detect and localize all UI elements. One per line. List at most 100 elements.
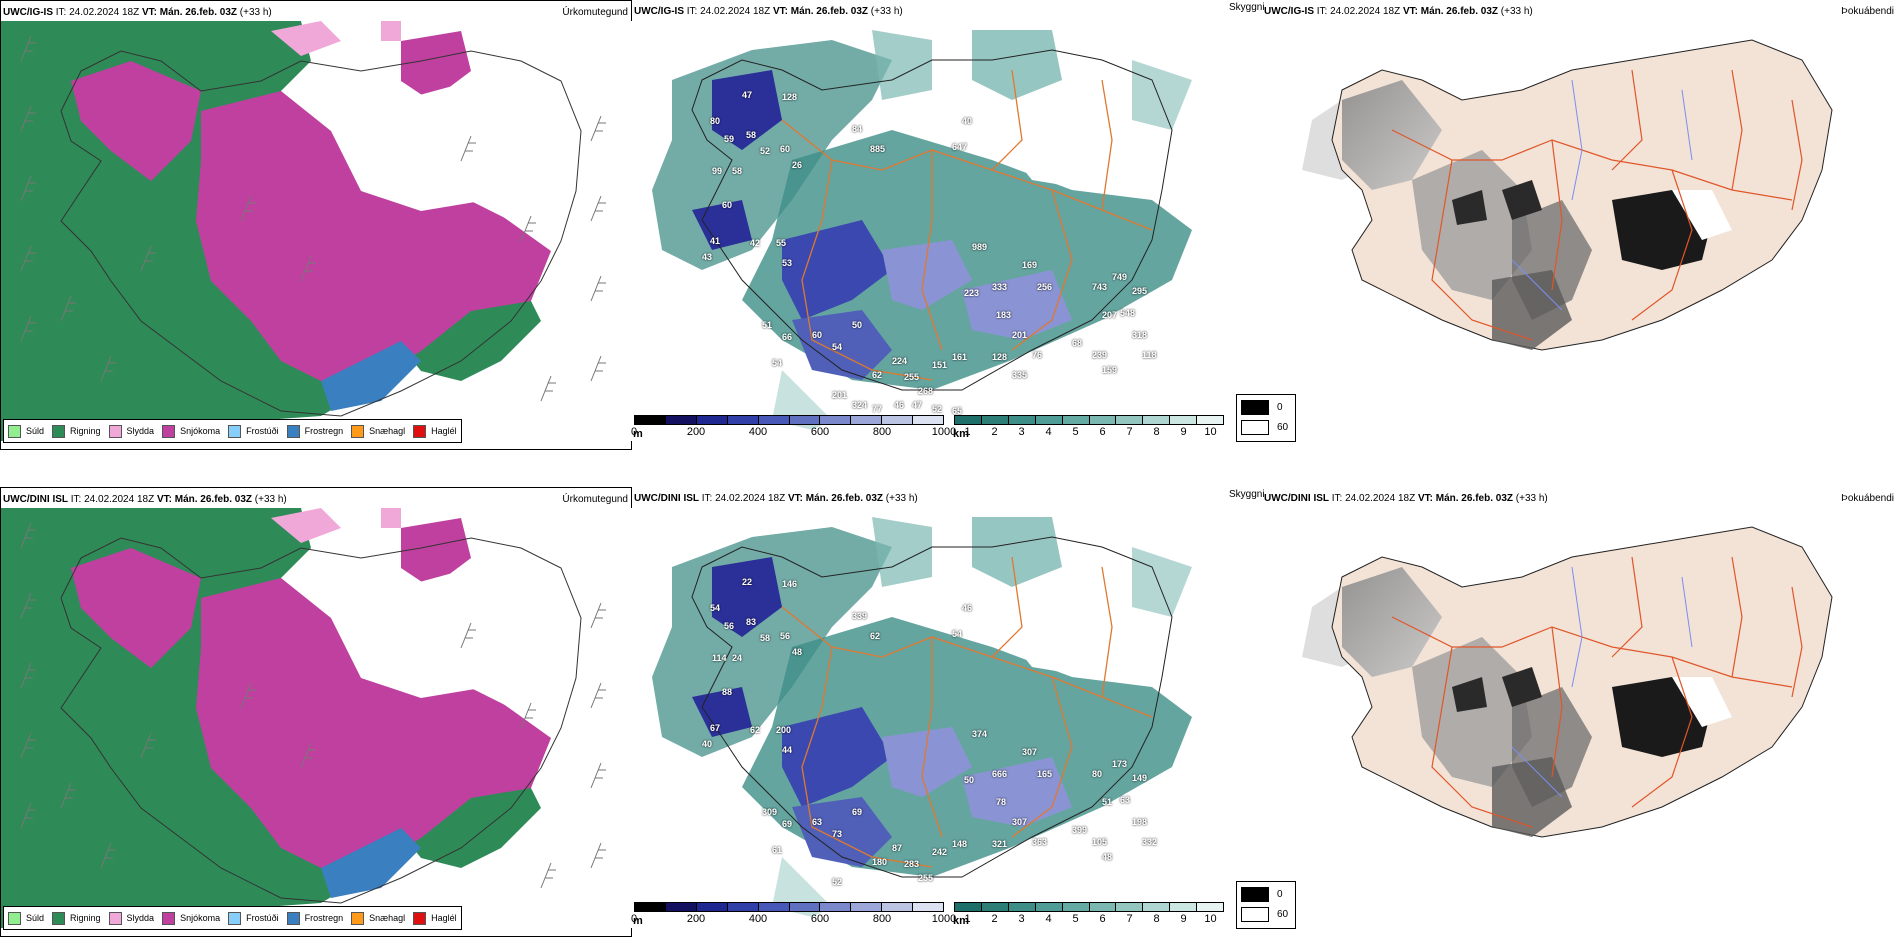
model-row-1: UWC/IG-IS IT: 24.02.2024 18Z VT: Mán. 26… [0, 0, 1900, 460]
cloud-base-label: 84 [852, 124, 863, 134]
cloud-base-label: 48 [792, 647, 803, 657]
panel-title: Úrkomutegund [562, 7, 628, 18]
init-time: 24.02.2024 18Z [69, 7, 140, 18]
cloud-base-label: 242 [932, 847, 948, 857]
cloud-base-label: 56 [724, 621, 735, 631]
cloud-base-label: 173 [1112, 759, 1128, 769]
cloud-base-label: 48 [1102, 852, 1113, 862]
cloud-base-label: 60 [780, 144, 791, 154]
colorbar-tick-label: 0 [630, 426, 638, 438]
cloud-base-label: 24 [732, 653, 743, 663]
colorbar-tick-label: 10 [1204, 913, 1217, 925]
model-name: UWC/IG-IS [634, 6, 684, 17]
model-name: UWC/DINI ISL [1264, 493, 1329, 504]
cloud-base-label: 62 [872, 370, 883, 380]
cloud-base-label: 268 [918, 386, 934, 396]
cloud-base-label: 146 [782, 579, 798, 589]
fog-legend-label: 0 [1277, 402, 1283, 413]
cloud-base-label: 67 [710, 723, 721, 733]
colorbar-segment [913, 903, 944, 911]
precip-type-legend: Súld Rigning Slydda Snjókoma Frostúði Frostre… [3, 419, 462, 443]
cloud-base-label: 198 [1132, 817, 1148, 827]
legend-swatch [351, 911, 365, 925]
colorbar-tick-label: 200 [686, 913, 706, 925]
init-time: 24.02.2024 18Z [1345, 493, 1416, 504]
precip-type-map [1, 21, 633, 441]
colorbar-segment [1008, 903, 1036, 911]
cloud-base-label: 43 [702, 252, 713, 262]
cloud-base-labels: 22 146 54 56 83 58 56 114 24 48 88 67 62 200 44 40 62 54 4… [632, 507, 1232, 917]
cloud-base-label: 128 [782, 92, 798, 102]
cloud-base-label: 105 [1092, 837, 1108, 847]
cloud-base-label: 239 [1092, 350, 1108, 360]
legend-label: Haglél [431, 426, 457, 436]
colorbar-tick-label: 6 [1099, 426, 1106, 438]
colorbar-segment [1116, 903, 1144, 911]
colorbar-segment [758, 903, 790, 911]
legend-item: Frostregn [286, 911, 343, 925]
cloud-base-label: 128 [992, 352, 1008, 362]
colorbar-ticks: 1 2 3 4 5 6 7 8 9 10 [954, 912, 1224, 926]
cloud-base-label: 54 [952, 629, 963, 639]
cloud-base-label: 307 [1022, 747, 1038, 757]
cloud-base-label: 77 [872, 404, 883, 414]
legend-swatch [52, 424, 66, 438]
lead-time: (+33 h) [239, 7, 272, 18]
legend-label: Snjókoma [180, 913, 221, 923]
cloud-base-label: 161 [952, 352, 968, 362]
cloud-base-label: 183 [996, 310, 1012, 320]
panel-header: UWC/DINI ISL IT: 24.02.2024 18Z VT: Mán.… [3, 494, 287, 505]
cloud-base-label: 80 [1092, 769, 1103, 779]
cloud-base-label: 51 [762, 320, 773, 330]
init-time: 24.02.2024 18Z [1330, 6, 1401, 17]
colorbar-segment [758, 416, 790, 424]
legend-swatch [52, 911, 66, 925]
cloud-base-label: 749 [1112, 272, 1128, 282]
colorbar-strip [954, 415, 1224, 425]
colorbar-segment [1116, 416, 1144, 424]
cloudbase-visibility-panel: UWC/DINI ISL IT: 24.02.2024 18Z VT: Mán.… [630, 487, 1232, 937]
cloud-base-label: 65 [952, 406, 963, 416]
cloud-base-label: 50 [852, 320, 863, 330]
fog-index-legend: 0 60 [1236, 394, 1296, 442]
legend-item: Rigning [52, 911, 101, 925]
cloud-base-label: 76 [1032, 350, 1043, 360]
legend-swatch [228, 424, 242, 438]
legend-item: Frostregn [286, 424, 343, 438]
legend-swatch [108, 911, 122, 925]
valid-time: Mán. 26.feb. 03Z [1435, 493, 1513, 504]
legend-item: Frostúði [228, 911, 279, 925]
colorbar-segment [851, 903, 883, 911]
colorbar-segment [955, 903, 982, 911]
legend-label: Súld [26, 913, 45, 923]
colorbar-segment [789, 903, 821, 911]
colorbar-segment [851, 416, 883, 424]
legend-item: Snjókoma [162, 424, 220, 438]
lead-time: (+33 h) [1500, 6, 1533, 17]
init-time: 24.02.2024 18Z [84, 494, 155, 505]
fog-legend-swatch [1241, 420, 1269, 435]
colorbar-tick-label: 9 [1180, 426, 1187, 438]
colorbar-segment [727, 416, 759, 424]
cloud-base-label: 63 [1120, 795, 1131, 805]
cloud-base-label: 374 [972, 729, 988, 739]
colorbar-strip [634, 902, 944, 912]
colorbar-segment [820, 416, 852, 424]
colorbar-tick-label: 0 [630, 913, 638, 925]
cloud-base-label: 363 [1032, 837, 1048, 847]
cloud-base-label: 69 [782, 819, 793, 829]
colorbar-segment [727, 903, 759, 911]
cloud-base-label: 88 [722, 687, 733, 697]
cloud-base-label: 87 [892, 843, 903, 853]
colorbar-tick-label: 200 [686, 426, 706, 438]
cloud-base-labels: 47 128 80 59 58 52 60 99 58 26 60 41 42 55 53 43 885 647 4… [632, 20, 1232, 430]
valid-time: Mán. 26.feb. 03Z [159, 7, 237, 18]
legend-swatch [286, 424, 300, 438]
lead-time: (+33 h) [870, 6, 903, 17]
colorbar-segment [882, 903, 914, 911]
fog-legend-label: 0 [1277, 889, 1283, 900]
panel-title: Úrkomutegund [562, 494, 628, 505]
colorbar-tick-label: 400 [748, 426, 768, 438]
colorbar-segment [1197, 416, 1224, 424]
precip-type-panel: UWC/DINI ISL IT: 24.02.2024 18Z VT: Mán.… [0, 487, 633, 937]
